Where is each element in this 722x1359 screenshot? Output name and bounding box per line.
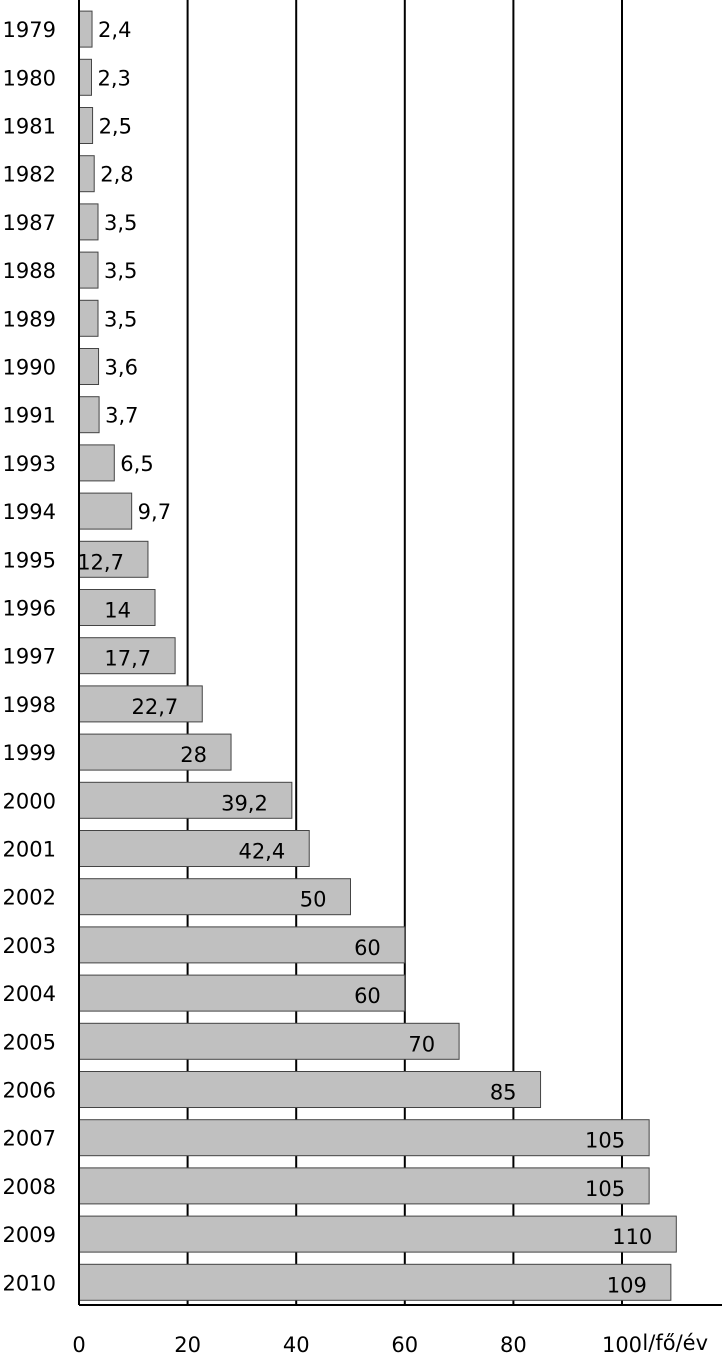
category-label-2008: 2008: [3, 1175, 56, 1199]
value-label-1999: 28: [180, 743, 207, 767]
value-labels: 2,4 2,3 2,5 2,8 3,5 3,5 3,5 3,6 3,7 6,5 9,7 12,7 14 1…: [77, 18, 652, 1297]
bar-2009: [78, 1215, 677, 1253]
category-label-2002: 2002: [3, 886, 56, 910]
value-label-1982: 2,8: [100, 163, 133, 187]
bar-1987: [78, 203, 99, 241]
category-label-2000: 2000: [3, 789, 56, 813]
value-label-2006: 85: [490, 1081, 517, 1105]
category-label-2005: 2005: [3, 1030, 56, 1054]
x-axis: [78, 0, 722, 1306]
value-label-2000: 39,2: [221, 791, 268, 815]
bar-1979: [78, 10, 93, 48]
category-label-1995: 1995: [3, 548, 56, 572]
category-label-1990: 1990: [3, 356, 56, 380]
bar-2004: [78, 974, 406, 1012]
value-label-2010: 109: [607, 1273, 647, 1297]
category-label-1997: 1997: [3, 645, 56, 669]
value-label-1979: 2,4: [98, 18, 131, 42]
bar-2000: [78, 781, 293, 819]
category-label-2010: 2010: [3, 1271, 56, 1295]
x-tick-label-80: 80: [500, 1333, 527, 1357]
category-label-1979: 1979: [3, 18, 56, 42]
bar-1991: [78, 396, 100, 434]
bar-1990: [78, 348, 100, 385]
x-tick-label-20: 20: [174, 1333, 201, 1357]
value-label-1996: 14: [104, 599, 131, 623]
category-label-1993: 1993: [3, 452, 56, 476]
bar-1995: [78, 540, 149, 578]
category-label-1989: 1989: [3, 307, 56, 331]
category-label-2001: 2001: [3, 838, 56, 862]
category-label-2007: 2007: [3, 1127, 56, 1151]
value-label-1993: 6,5: [120, 452, 153, 476]
category-label-1987: 1987: [3, 211, 56, 235]
bar-2005: [78, 1022, 460, 1060]
value-label-2001: 42,4: [238, 840, 285, 864]
x-tick-label-0: 0: [72, 1333, 85, 1357]
category-label-1999: 1999: [3, 741, 56, 765]
bar-1988: [78, 251, 99, 289]
bar-2003: [78, 926, 406, 964]
category-label-2003: 2003: [3, 934, 56, 958]
bar-2008: [78, 1167, 650, 1205]
value-label-1988: 3,5: [104, 259, 137, 283]
value-label-1994: 9,7: [138, 500, 171, 524]
value-label-1990: 3,6: [105, 356, 138, 380]
grid-lines: [186, 0, 623, 1305]
bar-2002: [78, 878, 351, 916]
bar-1982: [78, 155, 95, 193]
category-labels: 1979 1980 1981 1982 1987 1988 1989 1990 1991 1993…: [3, 18, 56, 1295]
bar-2006: [78, 1071, 542, 1108]
value-label-1995: 12,7: [77, 550, 124, 574]
value-label-2003: 60: [354, 936, 381, 960]
value-label-1991: 3,7: [105, 404, 138, 428]
category-label-1991: 1991: [3, 404, 56, 428]
x-tick-label-40: 40: [283, 1333, 310, 1357]
bar-1989: [78, 299, 99, 337]
bar-1998: [78, 685, 203, 723]
value-label-2007: 105: [585, 1129, 625, 1153]
value-label-2004: 60: [354, 984, 381, 1008]
category-label-1988: 1988: [3, 259, 56, 283]
value-label-2008: 105: [585, 1177, 625, 1201]
value-label-1987: 3,5: [104, 211, 137, 235]
value-label-1989: 3,5: [104, 307, 137, 331]
value-label-1980: 2,3: [97, 66, 130, 90]
x-tick-labels: 0 20 40 60 80 100: [72, 1333, 642, 1357]
category-label-1996: 1996: [3, 597, 56, 621]
bar-2010: [78, 1263, 672, 1301]
bar-1999: [78, 733, 232, 771]
value-label-1998: 22,7: [131, 695, 178, 719]
value-label-2005: 70: [408, 1032, 435, 1056]
x-tick-label-100: 100: [602, 1333, 642, 1357]
value-label-2002: 50: [300, 888, 327, 912]
bar-1981: [78, 107, 94, 144]
bar-2001: [78, 830, 310, 867]
x-tick-label-60: 60: [391, 1333, 418, 1357]
category-label-1998: 1998: [3, 693, 56, 717]
bar-1994: [78, 492, 133, 530]
bar-1980: [78, 58, 92, 96]
category-label-2004: 2004: [3, 982, 56, 1006]
value-label-1997: 17,7: [104, 647, 151, 671]
bars: [78, 10, 677, 1301]
value-label-1981: 2,5: [99, 115, 132, 139]
bar-1997: [78, 637, 176, 675]
x-axis-unit-label: l/fő/év: [642, 1331, 708, 1355]
bar-1993: [78, 444, 115, 482]
category-label-1994: 1994: [3, 500, 56, 524]
category-label-2009: 2009: [3, 1223, 56, 1247]
category-label-1980: 1980: [3, 66, 56, 90]
bar-2007: [78, 1119, 650, 1157]
category-label-2006: 2006: [3, 1079, 56, 1103]
category-label-1982: 1982: [3, 163, 56, 187]
category-label-1981: 1981: [3, 115, 56, 139]
value-label-2009: 110: [612, 1225, 652, 1249]
